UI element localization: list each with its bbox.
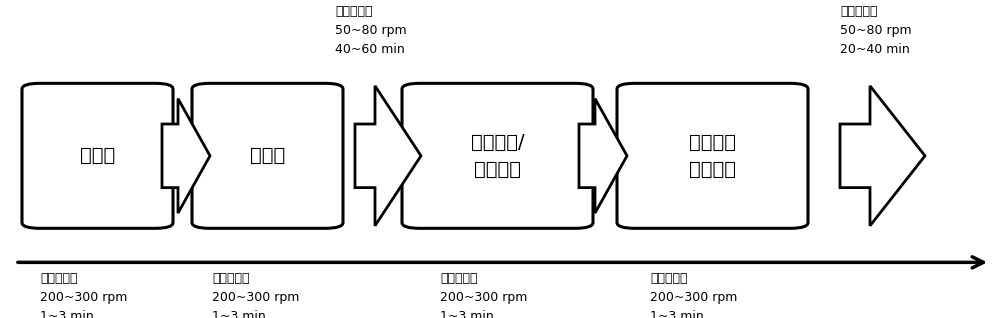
Polygon shape — [162, 99, 210, 213]
FancyBboxPatch shape — [402, 83, 593, 228]
Text: 低强度搅拌
50~80 rpm
20~40 min: 低强度搅拌 50~80 rpm 20~40 min — [840, 5, 912, 56]
Polygon shape — [579, 99, 627, 213]
Text: 双氧水: 双氧水 — [250, 146, 285, 165]
Text: 高强度搅拌
200~300 rpm
1~3 min: 高强度搅拌 200~300 rpm 1~3 min — [440, 272, 527, 318]
Text: 高强度搅拌
200~300 rpm
1~3 min: 高强度搅拌 200~300 rpm 1~3 min — [40, 272, 127, 318]
Text: 聚合铝盐/
聚合铁盐: 聚合铝盐/ 聚合铁盐 — [471, 133, 524, 179]
FancyBboxPatch shape — [617, 83, 808, 228]
Text: 菱铁矿: 菱铁矿 — [80, 146, 115, 165]
Text: 高强度搅拌
200~300 rpm
1~3 min: 高强度搅拌 200~300 rpm 1~3 min — [650, 272, 737, 318]
Polygon shape — [840, 86, 925, 226]
Text: 低强度搅拌
50~80 rpm
40~60 min: 低强度搅拌 50~80 rpm 40~60 min — [335, 5, 407, 56]
FancyBboxPatch shape — [22, 83, 173, 228]
FancyBboxPatch shape — [192, 83, 343, 228]
Text: 高强度搅拌
200~300 rpm
1~3 min: 高强度搅拌 200~300 rpm 1~3 min — [212, 272, 299, 318]
Polygon shape — [355, 86, 421, 226]
Text: 阳离子聚
丙烯酰胺: 阳离子聚 丙烯酰胺 — [689, 133, 736, 179]
